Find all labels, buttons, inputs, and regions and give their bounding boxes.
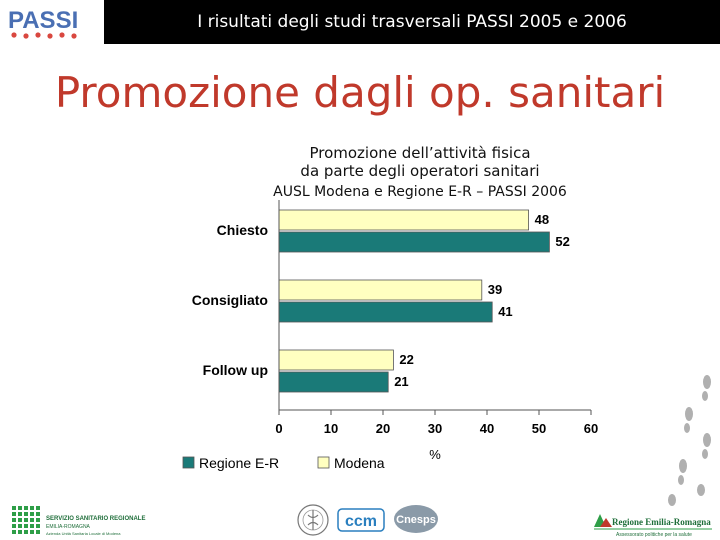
legend-label-modena: Modena bbox=[334, 455, 385, 471]
x-tick-label-60: 60 bbox=[584, 421, 598, 436]
ministero-logo bbox=[297, 504, 329, 536]
value-label-consigliato-modena: 39 bbox=[488, 282, 502, 297]
x-tick-label-50: 50 bbox=[532, 421, 546, 436]
passi-logo-graphic: PASSI bbox=[8, 7, 78, 39]
x-tick-label-40: 40 bbox=[480, 421, 494, 436]
passi-logo-figures-icon bbox=[11, 32, 77, 39]
value-label-chiesto-modena: 48 bbox=[535, 212, 549, 227]
header-title: I risultati degli studi trasversali PASS… bbox=[197, 12, 627, 32]
passi-logo: PASSI bbox=[0, 0, 104, 44]
legend-swatch-modena bbox=[317, 456, 330, 469]
bar-consigliato-modena bbox=[278, 279, 483, 301]
chart-axis: 0 10 20 30 40 50 60% bbox=[275, 200, 598, 462]
chart-title-line-2: da parte degli operatori sanitari bbox=[300, 162, 540, 180]
ssr-line-2: EMILIA-ROMAGNA bbox=[46, 524, 91, 530]
chart-bars: 48 52 Chiesto 39 41 Consigliato 22 21 Follow up bbox=[192, 209, 570, 393]
value-label-chiesto-regione-e-r: 52 bbox=[555, 234, 569, 249]
servizio-sanitario-regionale-logo: SERVIZIO SANITARIO REGIONALE EMILIA-ROMA… bbox=[12, 506, 145, 536]
bar-chiesto-regione-e-r bbox=[278, 231, 550, 253]
x-axis-label: % bbox=[429, 447, 441, 462]
x-tick-label-0: 0 bbox=[275, 421, 282, 436]
regione-line-2: Assessorato politiche per la salute bbox=[616, 532, 692, 538]
header: PASSI I risultati degli studi trasversal… bbox=[0, 0, 720, 44]
value-label-consigliato-regione-e-r: 41 bbox=[498, 304, 512, 319]
bar-follow-up-regione-e-r bbox=[278, 371, 389, 393]
header-bar bbox=[104, 0, 720, 44]
x-tick-label-10: 10 bbox=[324, 421, 338, 436]
category-label-consigliato: Consigliato bbox=[192, 292, 268, 308]
x-tick-label-30: 30 bbox=[428, 421, 442, 436]
category-label-follow-up: Follow up bbox=[203, 362, 268, 378]
caduceus-icon bbox=[307, 510, 319, 530]
cnesps-logo: Cnesps bbox=[394, 505, 438, 533]
passi-logo-text: PASSI bbox=[8, 7, 78, 34]
category-label-chiesto: Chiesto bbox=[217, 222, 268, 238]
legend-swatch-regione-e-r bbox=[182, 456, 195, 469]
bar-consigliato-regione-e-r bbox=[278, 301, 493, 323]
footprints-icon bbox=[668, 375, 711, 506]
bar-follow-up-modena bbox=[278, 349, 394, 371]
legend-label-regione-e-r: Regione E-R bbox=[199, 455, 279, 471]
ssr-line-1: SERVIZIO SANITARIO REGIONALE bbox=[46, 516, 145, 522]
regione-line-1: Regione Emilia-Romagna bbox=[612, 517, 711, 527]
bar-chiesto-modena bbox=[278, 209, 530, 231]
value-label-follow-up-regione-e-r: 21 bbox=[394, 374, 408, 389]
x-tick-label-20: 20 bbox=[376, 421, 390, 436]
chart-subtitle: AUSL Modena e Regione E-R – PASSI 2006 bbox=[273, 184, 567, 200]
ccm-logo: ccm bbox=[337, 508, 385, 532]
ssr-grid-icon bbox=[12, 506, 40, 534]
ccm-logo-text: ccm bbox=[345, 513, 377, 530]
ssr-line-3: Azienda Unità Sanitaria Locale di Modena bbox=[46, 531, 121, 536]
chart-title-line-1: Promozione dell’attività fisica bbox=[309, 144, 531, 162]
chart-title: Promozione dell’attività fisica da parte… bbox=[240, 144, 600, 180]
cnesps-logo-text: Cnesps bbox=[396, 514, 436, 526]
chart-legend: Regione E-R Modena bbox=[182, 455, 385, 471]
value-label-follow-up-modena: 22 bbox=[399, 352, 413, 367]
page-title: Promozione dagli op. sanitari bbox=[54, 68, 666, 117]
regione-emilia-romagna-logo: Regione Emilia-Romagna Assessorato polit… bbox=[594, 514, 712, 538]
